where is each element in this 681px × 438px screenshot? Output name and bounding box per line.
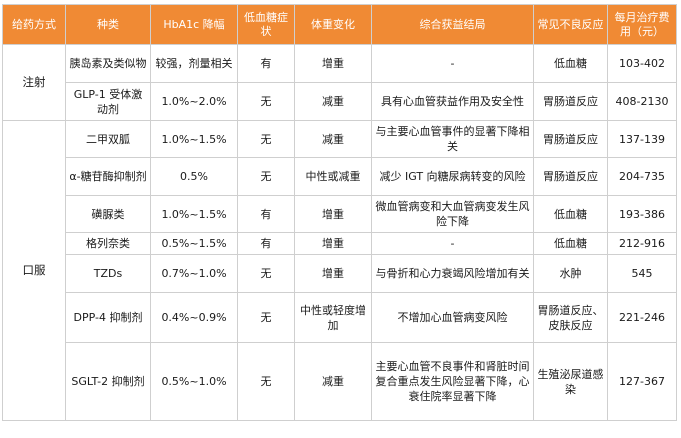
cell-type: GLP-1 受体激动剂	[65, 82, 151, 121]
header-weight: 体重变化	[294, 4, 372, 45]
cell-hba1c: 0.5%	[150, 157, 238, 196]
table-row: TZDs 0.7%~1.0% 无 增重 与骨折和心力衰竭风险增加有关 水肿 54…	[3, 254, 677, 293]
cell-type: SGLT-2 抑制剂	[65, 342, 151, 421]
cell-hypoglycemia: 无	[237, 342, 295, 421]
cell-adverse: 低血糖	[533, 44, 608, 83]
cell-weight: 减重	[294, 342, 372, 421]
cell-cost: 137-139	[607, 120, 677, 158]
cell-cost: 103-402	[607, 44, 677, 83]
cell-weight: 减重	[294, 120, 372, 158]
cell-weight: 增重	[294, 232, 372, 255]
cell-weight: 中性或轻度增加	[294, 292, 372, 343]
header-hypoglycemia: 低血糖症状	[237, 4, 295, 45]
cell-cost: 212-916	[607, 232, 677, 255]
cell-benefit: 微血管病变和大血管病变发生风险下降	[371, 195, 534, 233]
cell-hba1c: 1.0%~2.0%	[150, 82, 238, 121]
table-row: GLP-1 受体激动剂 1.0%~2.0% 无 减重 具有心血管获益作用及安全性…	[3, 82, 677, 121]
cell-hba1c: 0.5%~1.0%	[150, 342, 238, 421]
cell-hba1c: 0.5%~1.5%	[150, 232, 238, 255]
header-type: 种类	[65, 4, 151, 45]
cell-hba1c: 1.0%~1.5%	[150, 120, 238, 158]
cell-adverse: 低血糖	[533, 232, 608, 255]
cell-hypoglycemia: 无	[237, 254, 295, 293]
cell-adverse: 生殖泌尿道感染	[533, 342, 608, 421]
cell-benefit: 与骨折和心力衰竭风险增加有关	[371, 254, 534, 293]
drug-comparison-table-container: 给药方式 种类 HbA1c 降幅 低血糖症状 体重变化 综合获益结局 常见不良反…	[2, 4, 677, 421]
cell-weight: 增重	[294, 195, 372, 233]
table-row: 格列奈类 0.5%~1.5% 有 增重 - 低血糖 212-916	[3, 232, 677, 255]
cell-adverse: 胃肠道反应	[533, 82, 608, 121]
cell-benefit: -	[371, 44, 534, 83]
table-row: 磺脲类 1.0%~1.5% 有 增重 微血管病变和大血管病变发生风险下降 低血糖…	[3, 195, 677, 233]
cell-benefit: 主要心血管不良事件和肾脏时间复合重点发生风险显著下降，心衰住院率显著下降	[371, 342, 534, 421]
cell-type: DPP-4 抑制剂	[65, 292, 151, 343]
cell-hypoglycemia: 有	[237, 195, 295, 233]
cell-type: 磺脲类	[65, 195, 151, 233]
cell-cost: 127-367	[607, 342, 677, 421]
cell-type: 二甲双胍	[65, 120, 151, 158]
cell-hba1c: 0.4%~0.9%	[150, 292, 238, 343]
cell-hypoglycemia: 无	[237, 82, 295, 121]
table-row: α-糖苷酶抑制剂 0.5% 无 中性或减重 减少 IGT 向糖尿病转变的风险 胃…	[3, 157, 677, 196]
cell-weight: 减重	[294, 82, 372, 121]
cell-weight: 增重	[294, 254, 372, 293]
cell-benefit: 减少 IGT 向糖尿病转变的风险	[371, 157, 534, 196]
route-oral: 口服	[2, 120, 66, 421]
cell-cost: 545	[607, 254, 677, 293]
cell-hypoglycemia: 有	[237, 232, 295, 255]
header-row: 给药方式 种类 HbA1c 降幅 低血糖症状 体重变化 综合获益结局 常见不良反…	[2, 4, 677, 45]
table-row: SGLT-2 抑制剂 0.5%~1.0% 无 减重 主要心血管不良事件和肾脏时间…	[3, 342, 677, 421]
cell-cost: 193-386	[607, 195, 677, 233]
cell-type: TZDs	[65, 254, 151, 293]
header-route: 给药方式	[2, 4, 66, 45]
cell-cost: 408-2130	[607, 82, 677, 121]
cell-benefit: 具有心血管获益作用及安全性	[371, 82, 534, 121]
cell-adverse: 水肿	[533, 254, 608, 293]
cell-benefit: 不增加心血管病变风险	[371, 292, 534, 343]
cell-hypoglycemia: 无	[237, 157, 295, 196]
header-cost: 每月治疗费用（元）	[607, 4, 677, 45]
table-row: 注射 胰岛素及类似物 较强，剂量相关 有 增重 - 低血糖 103-402	[2, 44, 677, 121]
cell-weight: 增重	[294, 44, 372, 83]
cell-hba1c: 1.0%~1.5%	[150, 195, 238, 233]
cell-hypoglycemia: 无	[237, 120, 295, 158]
cell-adverse: 胃肠道反应、皮肤反应	[533, 292, 608, 343]
header-adverse: 常见不良反应	[533, 4, 608, 45]
cell-adverse: 胃肠道反应	[533, 157, 608, 196]
cell-type: 格列奈类	[65, 232, 151, 255]
table-row: 口服 二甲双胍 1.0%~1.5% 无 减重 与主要心血管事件的显著下降相关 胃…	[2, 120, 677, 421]
cell-hypoglycemia: 有	[237, 44, 295, 83]
cell-type: 胰岛素及类似物	[65, 44, 151, 83]
cell-type: α-糖苷酶抑制剂	[65, 157, 151, 196]
cell-benefit: -	[371, 232, 534, 255]
cell-weight: 中性或减重	[294, 157, 372, 196]
header-hba1c: HbA1c 降幅	[150, 4, 238, 45]
cell-adverse: 胃肠道反应	[533, 120, 608, 158]
cell-hba1c: 0.7%~1.0%	[150, 254, 238, 293]
cell-cost: 221-246	[607, 292, 677, 343]
cell-adverse: 低血糖	[533, 195, 608, 233]
cell-benefit: 与主要心血管事件的显著下降相关	[371, 120, 534, 158]
drug-comparison-table: 给药方式 种类 HbA1c 降幅 低血糖症状 体重变化 综合获益结局 常见不良反…	[2, 4, 677, 421]
table-row: DPP-4 抑制剂 0.4%~0.9% 无 中性或轻度增加 不增加心血管病变风险…	[3, 292, 677, 343]
route-injection: 注射	[2, 44, 66, 121]
cell-hypoglycemia: 无	[237, 292, 295, 343]
header-benefit: 综合获益结局	[371, 4, 534, 45]
cell-cost: 204-735	[607, 157, 677, 196]
cell-hba1c: 较强，剂量相关	[150, 44, 238, 83]
